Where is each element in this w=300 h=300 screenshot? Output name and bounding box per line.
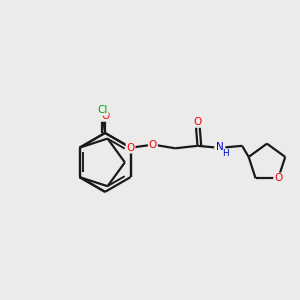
Text: Cl: Cl	[98, 105, 108, 115]
Text: O: O	[274, 173, 282, 183]
Text: O: O	[149, 140, 157, 150]
Text: H: H	[222, 149, 229, 158]
Text: O: O	[101, 111, 109, 121]
Text: O: O	[126, 143, 135, 153]
Text: N: N	[216, 142, 224, 152]
Text: O: O	[193, 117, 201, 127]
